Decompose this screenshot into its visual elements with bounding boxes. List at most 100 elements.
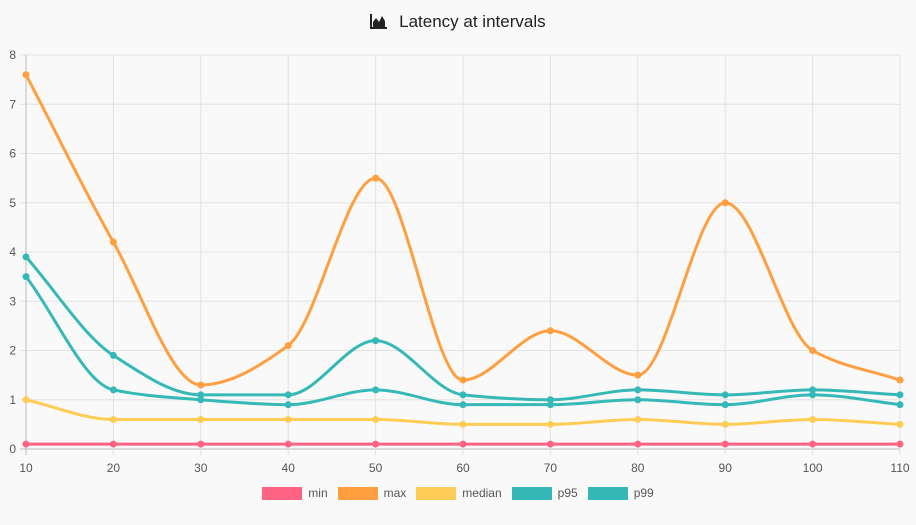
data-point-max <box>721 199 729 207</box>
legend-label: p95 <box>557 486 578 501</box>
data-point-min <box>809 440 817 448</box>
y-tick-label: 6 <box>9 147 16 161</box>
legend-item-p99[interactable]: p99 <box>587 485 654 501</box>
data-point-p95 <box>809 391 817 399</box>
data-point-median <box>459 420 467 428</box>
legend-swatch <box>416 486 457 500</box>
legend-item-max[interactable]: max <box>337 485 407 501</box>
data-point-p95 <box>372 386 380 394</box>
legend-swatch <box>511 486 552 500</box>
legend-swatch <box>337 486 378 500</box>
series-line-max <box>24 73 902 387</box>
data-point-min <box>197 440 205 448</box>
series-p99 <box>22 253 904 404</box>
data-point-min <box>546 440 554 448</box>
legend-item-median[interactable]: median <box>416 485 502 501</box>
x-tick-label: 30 <box>194 461 208 475</box>
chart-title: Latency at intervals <box>0 12 916 34</box>
data-point-min <box>634 440 642 448</box>
data-point-min <box>896 440 904 448</box>
data-point-max <box>197 381 205 389</box>
series-line-p95 <box>24 275 902 407</box>
data-point-p95 <box>896 401 904 409</box>
x-tick-label: 40 <box>282 461 296 475</box>
legend-label: min <box>308 486 328 501</box>
series-line-p99 <box>24 255 902 402</box>
line-chart: 0 1 2 3 4 5 6 7 8 10 20 30 40 50 60 70 80 90 100 110 <box>9 48 910 475</box>
legend-label: median <box>462 486 502 501</box>
y-tick-label: 3 <box>9 294 16 308</box>
y-tick-label: 0 <box>9 442 16 456</box>
data-point-p99 <box>809 386 817 394</box>
data-point-median <box>721 420 729 428</box>
data-point-max <box>546 327 554 335</box>
y-tick-label: 5 <box>9 196 16 210</box>
data-point-max <box>459 376 467 384</box>
data-point-p99 <box>22 253 30 261</box>
data-point-min <box>372 440 380 448</box>
data-point-median <box>546 420 554 428</box>
series-max <box>22 71 904 389</box>
legend-label: max <box>383 486 407 501</box>
data-point-max <box>372 174 380 182</box>
data-point-median <box>22 396 30 404</box>
data-point-p99 <box>109 351 117 359</box>
data-point-max <box>634 371 642 379</box>
data-point-max <box>22 71 30 79</box>
data-point-p99 <box>197 391 205 399</box>
data-point-p95 <box>22 273 30 281</box>
data-point-p95 <box>109 386 117 394</box>
series-min <box>22 440 904 448</box>
y-tick-label: 2 <box>9 344 16 358</box>
series-median <box>22 396 904 428</box>
data-point-max <box>809 347 817 354</box>
x-tick-label: 70 <box>544 461 558 475</box>
area-chart-icon <box>370 13 388 34</box>
data-point-p99 <box>721 391 729 399</box>
data-point-min <box>22 440 30 448</box>
data-point-min <box>721 440 729 448</box>
data-point-median <box>809 415 817 423</box>
x-tick-label: 50 <box>369 461 383 475</box>
data-point-p99 <box>459 391 467 399</box>
data-point-median <box>284 415 292 423</box>
legend-item-p95[interactable]: p95 <box>511 485 578 501</box>
data-point-p99 <box>634 386 642 394</box>
data-point-median <box>896 420 904 428</box>
data-point-p95 <box>284 401 292 409</box>
legend-swatch <box>587 486 628 500</box>
data-point-median <box>197 415 205 423</box>
legend-item-min[interactable]: min <box>262 485 328 501</box>
data-point-min <box>109 440 117 448</box>
x-tick-label: 90 <box>719 461 733 475</box>
data-point-min <box>284 440 292 448</box>
legend-swatch <box>262 486 303 500</box>
x-tick-label: 10 <box>19 461 33 475</box>
data-point-p99 <box>372 337 380 345</box>
x-tick-label: 60 <box>456 461 470 475</box>
x-tick-label: 110 <box>890 461 909 475</box>
data-point-p99 <box>896 391 904 399</box>
y-tick-label: 1 <box>9 393 16 407</box>
y-tick-label: 4 <box>9 245 16 259</box>
data-point-median <box>372 415 380 423</box>
data-point-p95 <box>197 396 205 404</box>
x-tick-label: 100 <box>803 461 823 475</box>
data-point-max <box>284 342 292 350</box>
x-tick-label: 20 <box>107 461 121 475</box>
chart-title-text: Latency at intervals <box>399 12 546 31</box>
y-tick-label: 8 <box>9 48 16 62</box>
data-point-max <box>109 238 117 246</box>
data-point-p99 <box>284 391 292 399</box>
y-tick-label: 7 <box>9 97 16 111</box>
data-point-median <box>634 415 642 423</box>
data-point-p95 <box>459 401 467 409</box>
legend-label: p99 <box>633 486 654 501</box>
data-point-max <box>896 376 904 384</box>
data-point-median <box>109 415 117 423</box>
data-point-p99 <box>546 396 554 404</box>
data-point-min <box>459 440 467 448</box>
data-point-p95 <box>721 401 729 409</box>
data-point-p95 <box>634 396 642 404</box>
